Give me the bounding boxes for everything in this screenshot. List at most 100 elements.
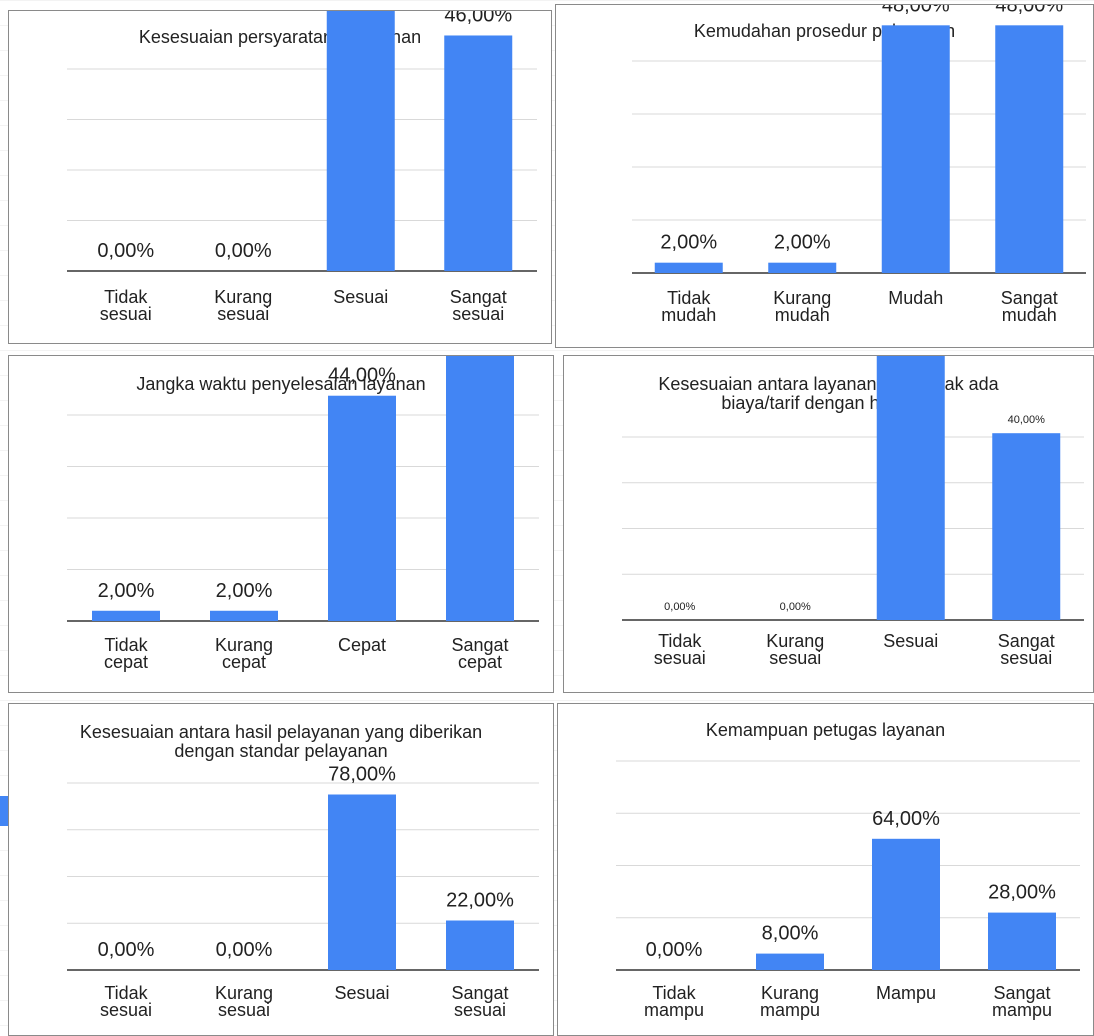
- category-label: sesuai: [452, 304, 504, 324]
- data-label: 2,00%: [98, 580, 155, 602]
- data-label: 8,00%: [762, 923, 819, 945]
- category-label: cepat: [104, 652, 148, 672]
- chart-plot: 0,00%Tidaksesuai0,00%Kurangsesuai78,00%S…: [67, 764, 539, 1020]
- chart-title-line: Kemampuan petugas layanan: [705, 720, 946, 740]
- category-label: mudah: [661, 305, 716, 325]
- data-label: 28,00%: [988, 882, 1056, 904]
- category-label: sesuai: [217, 304, 269, 324]
- category-label: Sangat: [451, 983, 508, 1003]
- category-label: Tidak: [104, 983, 148, 1003]
- chart-title-line: dengan standar pelayanan: [174, 741, 388, 761]
- bar: [768, 262, 837, 273]
- data-label: 22,00%: [446, 890, 514, 912]
- chart-title-line: Kesesuaian antara hasil pelayanan yang d…: [79, 722, 483, 742]
- category-label: Sesuai: [333, 287, 388, 307]
- category-label: Tidak: [652, 983, 696, 1003]
- bar: [654, 262, 723, 273]
- chart-panel-biaya-tarif[interactable]: Kesesuaian antara layanan yang tidak ada…: [563, 355, 1094, 693]
- data-label: 40,00%: [1008, 414, 1046, 426]
- category-label: mudah: [775, 305, 830, 325]
- category-label: Sesuai: [883, 631, 938, 651]
- category-label: Sangat: [451, 635, 508, 655]
- cell-selection-mark: [0, 796, 8, 826]
- category-label: sesuai: [1000, 648, 1052, 668]
- category-label: mudah: [1002, 305, 1057, 325]
- data-label: 64,00%: [872, 808, 940, 830]
- data-label: 0,00%: [97, 240, 154, 262]
- bar: [995, 25, 1064, 273]
- chart-title: Kesesuaian antara hasil pelayanan yang d…: [9, 723, 553, 761]
- category-label: mampu: [644, 1000, 704, 1020]
- category-label: Sangat: [450, 287, 507, 307]
- bar: [446, 920, 514, 970]
- category-label: sesuai: [769, 648, 821, 668]
- category-label: Tidak: [658, 631, 702, 651]
- bar: [876, 356, 945, 620]
- category-label: Mampu: [876, 983, 936, 1003]
- chart-panel-prosedur[interactable]: Kemudahan prosedur pelayanan 2,00% Tidak mu…: [555, 4, 1094, 348]
- data-label: 2,00%: [774, 232, 831, 254]
- chart-plot: 0,00%Tidaksesuai0,00%Kurangsesuai54,00%S…: [67, 11, 537, 324]
- chart-plot: 2,00%Tidakcepat2,00%Kurangcepat44,00%Cep…: [67, 356, 539, 672]
- chart-plot: 0,00%Tidaksesuai0,00%Kurangsesuai60,00%S…: [622, 356, 1084, 668]
- data-label: 0,00%: [780, 601, 811, 613]
- category-label: sesuai: [100, 304, 152, 324]
- bar: [992, 433, 1061, 620]
- category-label: Tidak: [667, 288, 711, 308]
- data-label: 78,00%: [328, 764, 396, 786]
- bar: [988, 912, 1056, 970]
- data-label: 48,00%: [995, 5, 1063, 16]
- category-label: sesuai: [454, 1000, 506, 1020]
- category-label: sesuai: [654, 648, 706, 668]
- category-label: sesuai: [218, 1000, 270, 1020]
- category-label: Kurang: [215, 983, 273, 1003]
- category-label: Sangat: [1001, 288, 1058, 308]
- data-label: 0,00%: [664, 601, 695, 613]
- data-label: 2,00%: [660, 232, 717, 254]
- chart-panel-standar[interactable]: Kesesuaian antara hasil pelayanan yang d…: [8, 703, 554, 1036]
- bar: [328, 794, 396, 970]
- bar: [92, 610, 160, 621]
- data-label: 2,00%: [216, 580, 273, 602]
- data-label: 0,00%: [216, 939, 273, 961]
- category-label: mampu: [992, 1000, 1052, 1020]
- bar: [326, 11, 395, 272]
- chart-plot: 2,00%Tidakmudah2,00%Kurangmudah48,00%Mud…: [632, 5, 1086, 325]
- category-label: Sangat: [998, 631, 1055, 651]
- bar: [210, 610, 278, 621]
- data-label: 48,00%: [882, 5, 950, 16]
- data-label: 0,00%: [215, 240, 272, 262]
- category-label: cepat: [222, 652, 266, 672]
- bar: [446, 356, 514, 621]
- category-label: Kurang: [766, 631, 824, 651]
- data-label: 46,00%: [444, 11, 512, 26]
- chart-title: Jangka waktu penyelesaian layanan: [9, 375, 553, 394]
- category-label: Sesuai: [334, 983, 389, 1003]
- category-label: Cepat: [338, 635, 386, 655]
- chart-panel-kemampuan[interactable]: Kemampuan petugas layanan 0,00% Tidak mampu…: [557, 703, 1094, 1036]
- bar: [756, 953, 824, 970]
- data-label: 0,00%: [98, 939, 155, 961]
- chart-title-line: Jangka waktu penyelesaian layanan: [136, 374, 426, 394]
- category-label: Tidak: [104, 635, 148, 655]
- category-label: Mudah: [888, 288, 943, 308]
- category-label: mampu: [760, 1000, 820, 1020]
- chart-panel-jangka-waktu[interactable]: Jangka waktu penyelesaian layanan 2,00% Ti…: [8, 355, 554, 693]
- chart-title: Kemampuan petugas layanan: [558, 721, 1093, 740]
- bar: [444, 35, 513, 272]
- category-label: Tidak: [104, 287, 148, 307]
- chart-panel-persyaratan[interactable]: Kesesuaian persyaratan pelayanan 0,00% Tid…: [8, 10, 552, 344]
- data-label: 44,00%: [328, 365, 396, 387]
- bar: [872, 838, 940, 970]
- bar: [328, 395, 396, 621]
- category-label: sesuai: [100, 1000, 152, 1020]
- category-label: Kurang: [215, 635, 273, 655]
- data-label: 0,00%: [646, 939, 703, 961]
- category-label: cepat: [458, 652, 502, 672]
- bar: [881, 25, 950, 273]
- category-label: Sangat: [993, 983, 1050, 1003]
- category-label: Kurang: [761, 983, 819, 1003]
- category-label: Kurang: [214, 287, 272, 307]
- category-label: Kurang: [773, 288, 831, 308]
- chart-plot: 0,00%Tidakmampu8,00%Kurangmampu64,00%Mam…: [616, 760, 1080, 1020]
